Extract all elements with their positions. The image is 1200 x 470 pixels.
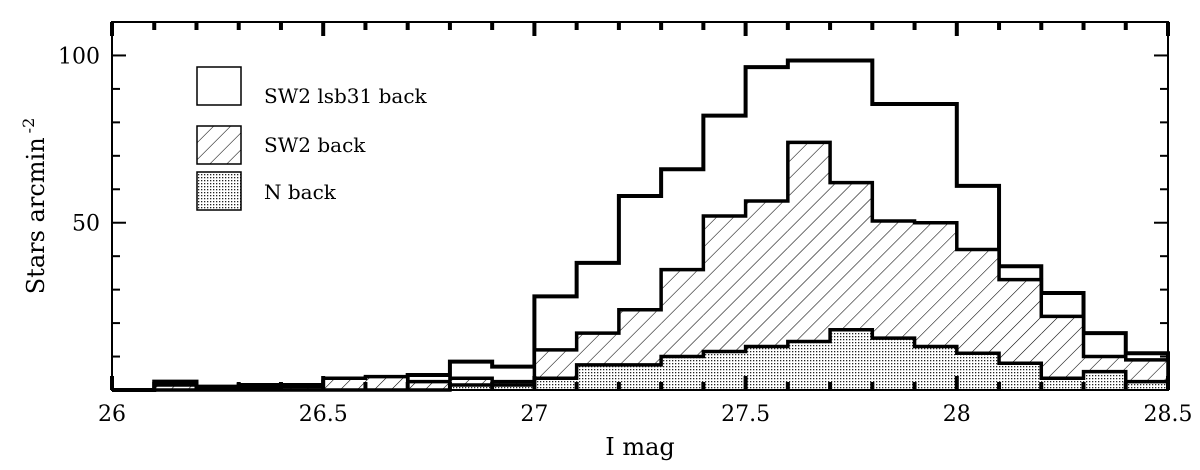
bar-dotted-24	[1125, 381, 1168, 390]
x-tick-label-4: 28	[943, 402, 971, 427]
legend-swatch-dotted	[196, 171, 242, 211]
x-axis-title: I mag	[605, 433, 675, 461]
bar-dotted-23	[1083, 371, 1126, 390]
y-axis-title: Stars arcmin -2	[19, 118, 50, 295]
bar-dotted-17	[830, 329, 873, 390]
legend-label-sw2-lsb31: SW2 lsb31 back	[264, 84, 428, 108]
bar-dotted-14	[703, 351, 746, 390]
x-tick-label-1: 26.5	[299, 402, 348, 427]
bar-dotted-12	[618, 364, 662, 390]
bar-dotted-20	[956, 353, 1000, 390]
bar-hatched-7	[407, 381, 450, 390]
legend: SW2 lsb31 back SW2 back N back	[196, 66, 428, 211]
bar-dotted-16	[787, 341, 831, 390]
bar-hatched-6	[365, 376, 408, 390]
legend-label-sw2: SW2 back	[264, 133, 366, 157]
bar-hatched-1	[154, 384, 197, 390]
x-tick-label-0: 26	[98, 402, 126, 427]
plot-frame	[111, 21, 1169, 391]
y-tick-label-1: 100	[58, 44, 100, 69]
bar-dotted-10	[534, 378, 577, 390]
x-tick-label-2: 27	[520, 402, 548, 427]
bar-dotted-13	[661, 356, 704, 390]
y-axis-title-main: Stars arcmin	[22, 137, 50, 294]
bar-hatched-5	[323, 378, 366, 390]
x-tick-label-3: 27.5	[721, 402, 770, 427]
series-dotted	[112, 328, 1170, 392]
bar-dotted-19	[914, 346, 957, 390]
y-axis-title-superscript: -2	[19, 118, 38, 134]
x-tick-label-5: 28.5	[1144, 402, 1193, 427]
bar-dotted-15	[745, 346, 788, 390]
bar-dotted-8	[449, 384, 493, 390]
legend-label-n: N back	[264, 180, 337, 204]
bar-dotted-9	[492, 384, 535, 390]
bar-dotted-18	[872, 338, 915, 390]
bar-dotted-21	[999, 363, 1042, 390]
bar-dotted-11	[576, 364, 619, 390]
legend-swatch-open	[196, 66, 242, 106]
bar-dotted-22	[1041, 378, 1084, 390]
legend-swatch-hatched	[196, 125, 242, 165]
y-tick-label-0: 50	[72, 212, 100, 237]
